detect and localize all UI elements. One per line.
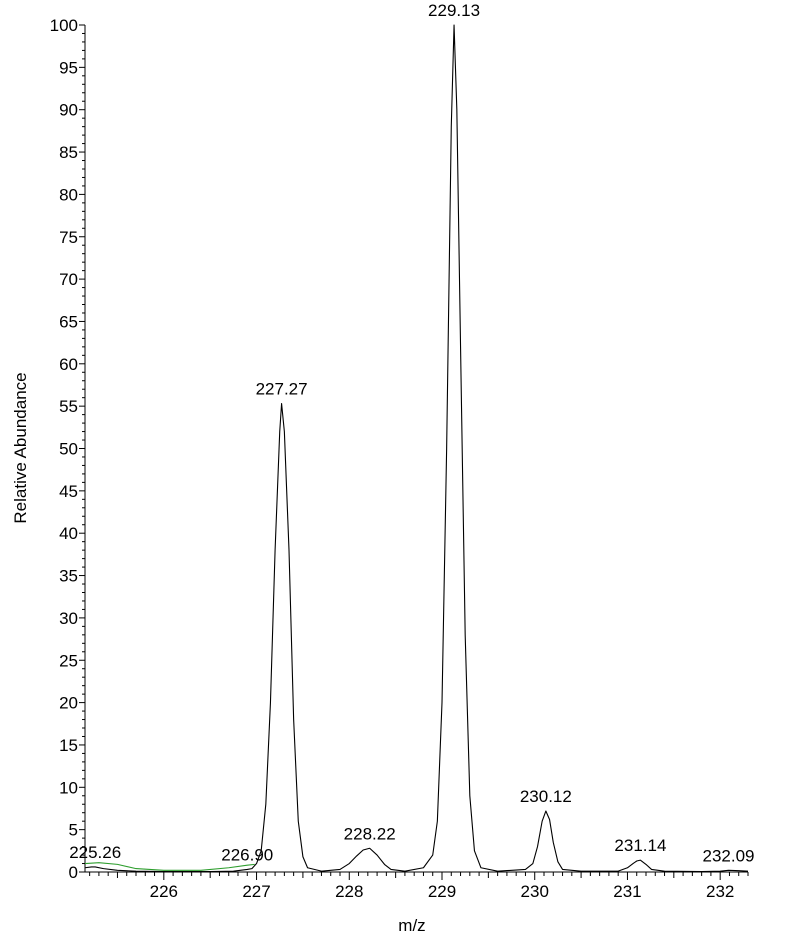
peak-labels: 225.26 226.90 227.27 228.22 229.13 230.12 231.… bbox=[69, 1, 754, 865]
y-tick-label: 45 bbox=[59, 482, 78, 501]
spectrum-series bbox=[84, 24, 749, 873]
y-tick-label: 40 bbox=[59, 524, 78, 543]
y-tick-label: 90 bbox=[59, 101, 78, 120]
axes: 0 5 10 15 20 25 30 35 40 45 50 55 60 65 70 75 80 85 90 95 10… bbox=[50, 16, 749, 901]
peak-label: 226.90 bbox=[221, 845, 273, 864]
baseline-trace bbox=[84, 862, 255, 871]
x-tick-label: 227 bbox=[242, 882, 270, 901]
x-tick-label: 230 bbox=[521, 882, 549, 901]
peak-label: 225.26 bbox=[69, 843, 121, 862]
x-tick-label: 232 bbox=[706, 882, 734, 901]
y-tick-label: 85 bbox=[59, 143, 78, 162]
peak-label: 228.22 bbox=[344, 824, 396, 843]
x-tick-label: 226 bbox=[150, 882, 178, 901]
y-tick-label: 5 bbox=[69, 821, 78, 840]
y-tick-label: 20 bbox=[59, 694, 78, 713]
y-tick-label: 60 bbox=[59, 355, 78, 374]
y-tick-label: 0 bbox=[69, 863, 78, 882]
y-tick-label: 70 bbox=[59, 270, 78, 289]
x-tick-label: 229 bbox=[428, 882, 456, 901]
x-axis-title: m/z bbox=[398, 916, 425, 935]
y-tick-label: 15 bbox=[59, 736, 78, 755]
spectrum-trace bbox=[84, 24, 749, 873]
peak-label: 231.14 bbox=[614, 836, 666, 855]
peak-label: 232.09 bbox=[703, 846, 755, 865]
y-tick-label: 25 bbox=[59, 651, 78, 670]
y-axis-title: Relative Abundance bbox=[11, 372, 30, 523]
peak-label: 229.13 bbox=[428, 1, 480, 20]
y-tick-label: 80 bbox=[59, 185, 78, 204]
y-tick-label: 95 bbox=[59, 58, 78, 77]
y-tick-label: 55 bbox=[59, 397, 78, 416]
peak-label: 227.27 bbox=[256, 380, 308, 399]
y-tick-label: 65 bbox=[59, 312, 78, 331]
y-tick-label: 35 bbox=[59, 567, 78, 586]
peak-label: 230.12 bbox=[520, 787, 572, 806]
y-tick-label: 30 bbox=[59, 609, 78, 628]
y-tick-label: 75 bbox=[59, 228, 78, 247]
y-tick-label: 10 bbox=[59, 778, 78, 797]
y-tick-label: 100 bbox=[50, 16, 78, 35]
x-tick-label: 228 bbox=[335, 882, 363, 901]
y-tick-label: 50 bbox=[59, 440, 78, 459]
x-tick-label: 231 bbox=[613, 882, 641, 901]
